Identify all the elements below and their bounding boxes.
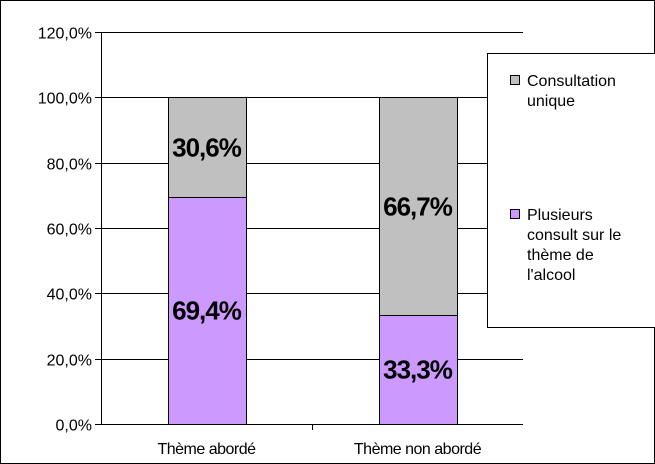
- y-tick-label: 20,0%: [47, 353, 92, 370]
- bar-segment: [168, 197, 247, 425]
- bar-segment: [379, 97, 458, 316]
- y-tick-label: 60,0%: [47, 222, 92, 239]
- x-category-label: Thème abordé: [157, 441, 256, 458]
- y-tick-label: 100,0%: [38, 91, 92, 108]
- data-label: 30,6%: [172, 132, 242, 162]
- y-tick-label: 80,0%: [47, 157, 92, 174]
- data-labels: 69,4% 30,6% 33,3% 66,7%: [172, 132, 454, 385]
- legend-label: Consultation unique: [527, 73, 616, 110]
- y-tick-label: 0,0%: [56, 418, 92, 435]
- legend-swatch: [510, 209, 520, 219]
- bar-segment: [168, 97, 247, 198]
- x-category-label: Thème non abordé: [354, 441, 482, 458]
- legend: Consultation unique Plusieurs consult sur l…: [487, 53, 655, 328]
- legend-swatch: [510, 75, 520, 85]
- legend-label: Plusieurs consult sur le thème de l'alcool: [527, 207, 621, 284]
- bars: [168, 97, 458, 425]
- y-tick-label: 40,0%: [47, 287, 92, 304]
- legend-box: [487, 53, 655, 328]
- axes: 0,0% 20,0% 40,0% 60,0% 80,0% 100,0% 120,0% Thèm…: [38, 26, 523, 458]
- data-label: 33,3%: [383, 355, 453, 385]
- data-label: 69,4%: [172, 296, 242, 326]
- y-tick-label: 120,0%: [38, 26, 92, 43]
- data-label: 66,7%: [383, 191, 453, 221]
